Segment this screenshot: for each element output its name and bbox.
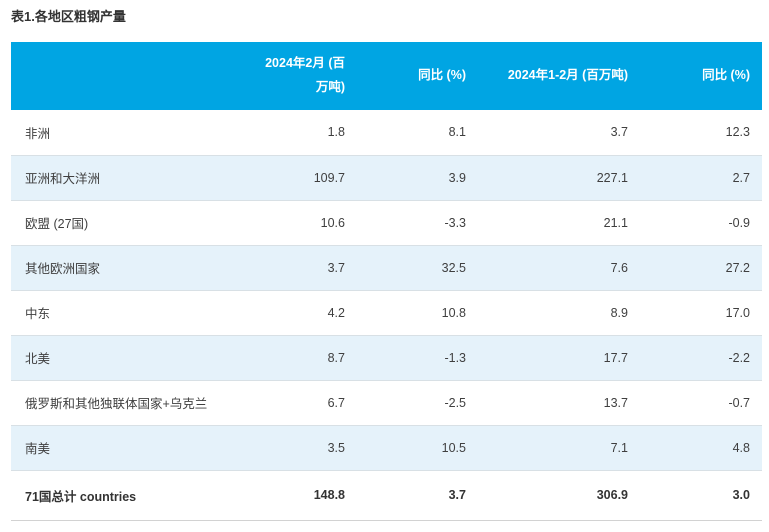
- feb-value-cell: 4.2: [250, 290, 357, 336]
- yoy-feb-cell: -2.5: [357, 380, 478, 426]
- jan-feb-value-cell: 227.1: [478, 155, 640, 201]
- feb-value-cell: 8.7: [250, 335, 357, 381]
- region-cell: 欧盟 (27国): [11, 200, 250, 246]
- region-cell: 中东: [11, 290, 250, 336]
- yoy-jan-feb-cell: 3.0: [640, 470, 762, 521]
- yoy-jan-feb-cell: 4.8: [640, 425, 762, 471]
- header-feb-2024: 2024年2月 (百 万吨): [250, 42, 357, 110]
- table-row: 其他欧洲国家 3.7 32.5 7.6 27.2: [11, 245, 762, 291]
- yoy-jan-feb-cell: 12.3: [640, 110, 762, 156]
- yoy-jan-feb-cell: 2.7: [640, 155, 762, 201]
- jan-feb-value-cell: 17.7: [478, 335, 640, 381]
- table-row: 欧盟 (27国) 10.6 -3.3 21.1 -0.9: [11, 200, 762, 246]
- jan-feb-value-cell: 7.6: [478, 245, 640, 291]
- yoy-feb-cell: 3.7: [357, 470, 478, 521]
- region-cell: 非洲: [11, 110, 250, 156]
- region-cell: 其他欧洲国家: [11, 245, 250, 291]
- feb-value-cell: 3.7: [250, 245, 357, 291]
- yoy-jan-feb-cell: 27.2: [640, 245, 762, 291]
- jan-feb-value-cell: 13.7: [478, 380, 640, 426]
- header-region: [11, 42, 250, 110]
- yoy-feb-cell: 10.8: [357, 290, 478, 336]
- yoy-feb-cell: -3.3: [357, 200, 478, 246]
- total-row: 71国总计 countries 148.8 3.7 306.9 3.0: [11, 470, 762, 521]
- jan-feb-value-cell: 3.7: [478, 110, 640, 156]
- header-yoy-feb: 同比 (%): [357, 42, 478, 110]
- yoy-feb-cell: 8.1: [357, 110, 478, 156]
- feb-value-cell: 148.8: [250, 470, 357, 521]
- yoy-jan-feb-cell: -0.7: [640, 380, 762, 426]
- jan-feb-value-cell: 8.9: [478, 290, 640, 336]
- table-row: 非洲 1.8 8.1 3.7 12.3: [11, 110, 762, 156]
- jan-feb-value-cell: 7.1: [478, 425, 640, 471]
- jan-feb-value-cell: 306.9: [478, 470, 640, 521]
- region-cell: 南美: [11, 425, 250, 471]
- region-cell: 71国总计 countries: [11, 470, 250, 521]
- region-cell: 亚洲和大洋洲: [11, 155, 250, 201]
- region-cell: 北美: [11, 335, 250, 381]
- feb-value-cell: 109.7: [250, 155, 357, 201]
- table-row: 中东 4.2 10.8 8.9 17.0: [11, 290, 762, 336]
- yoy-feb-cell: 32.5: [357, 245, 478, 291]
- yoy-feb-cell: 10.5: [357, 425, 478, 471]
- table-row: 俄罗斯和其他独联体国家+乌克兰 6.7 -2.5 13.7 -0.7: [11, 380, 762, 426]
- feb-value-cell: 10.6: [250, 200, 357, 246]
- feb-value-cell: 1.8: [250, 110, 357, 156]
- yoy-feb-cell: -1.3: [357, 335, 478, 381]
- table-row: 北美 8.7 -1.3 17.7 -2.2: [11, 335, 762, 381]
- yoy-jan-feb-cell: -0.9: [640, 200, 762, 246]
- yoy-feb-cell: 3.9: [357, 155, 478, 201]
- region-cell: 俄罗斯和其他独联体国家+乌克兰: [11, 380, 250, 426]
- header-row: 2024年2月 (百 万吨) 同比 (%) 2024年1-2月 (百万吨) 同比…: [11, 42, 762, 110]
- yoy-jan-feb-cell: -2.2: [640, 335, 762, 381]
- crude-steel-production-table: 2024年2月 (百 万吨) 同比 (%) 2024年1-2月 (百万吨) 同比…: [11, 42, 762, 521]
- table-title: 表1.各地区粗钢产量: [11, 9, 126, 24]
- feb-value-cell: 6.7: [250, 380, 357, 426]
- yoy-jan-feb-cell: 17.0: [640, 290, 762, 336]
- table-body: 非洲 1.8 8.1 3.7 12.3 亚洲和大洋洲 109.7 3.9 227.1 2.7 欧盟 …: [11, 110, 762, 521]
- table-header: 2024年2月 (百 万吨) 同比 (%) 2024年1-2月 (百万吨) 同比…: [11, 42, 762, 110]
- header-jan-feb-2024: 2024年1-2月 (百万吨): [478, 42, 640, 110]
- feb-value-cell: 3.5: [250, 425, 357, 471]
- table-row: 南美 3.5 10.5 7.1 4.8: [11, 425, 762, 471]
- header-yoy-jan-feb: 同比 (%): [640, 42, 762, 110]
- table-row: 亚洲和大洋洲 109.7 3.9 227.1 2.7: [11, 155, 762, 201]
- jan-feb-value-cell: 21.1: [478, 200, 640, 246]
